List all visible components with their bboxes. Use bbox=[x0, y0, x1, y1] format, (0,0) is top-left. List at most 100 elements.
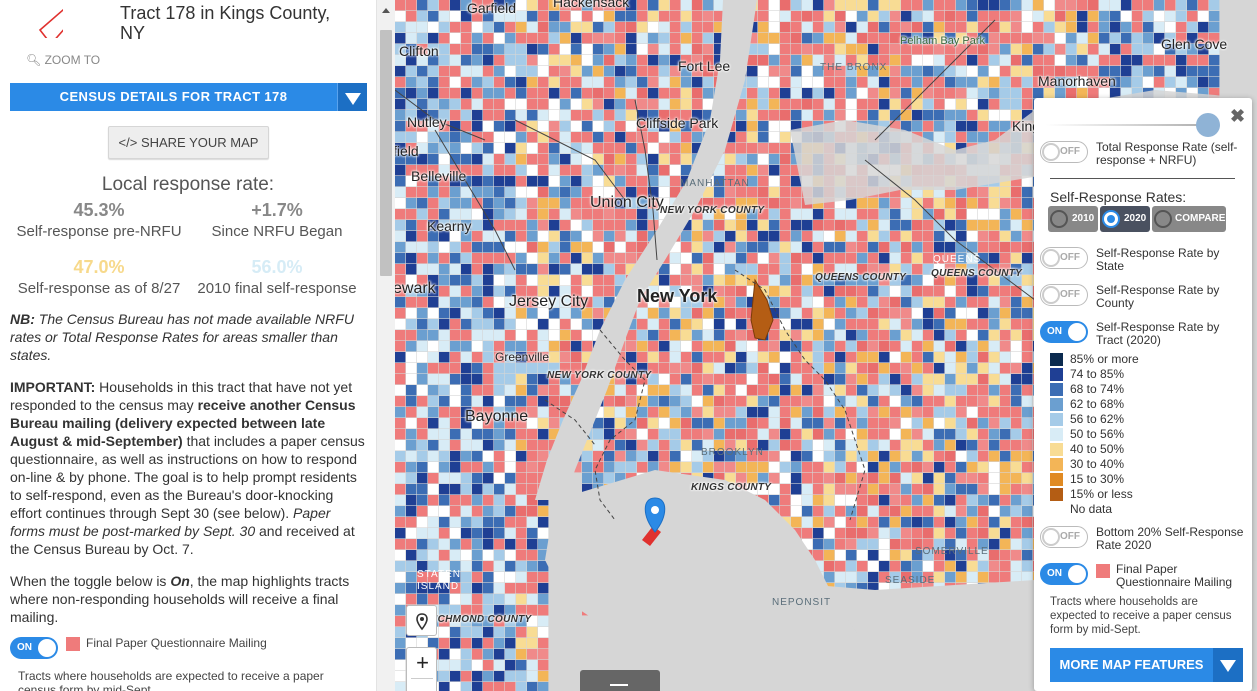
tract-cell bbox=[989, 473, 1000, 484]
tract-cell bbox=[1022, 539, 1033, 550]
close-icon[interactable]: ✖ bbox=[1230, 106, 1246, 126]
tract-cell bbox=[516, 187, 527, 198]
scrollbar-thumb[interactable] bbox=[380, 30, 392, 276]
more-map-features-button[interactable]: MORE MAP FEATURES bbox=[1050, 648, 1243, 682]
tract-cell bbox=[923, 385, 934, 396]
tract-cell bbox=[549, 385, 560, 396]
tract-cell bbox=[582, 209, 593, 220]
tract-cell bbox=[472, 198, 483, 209]
tract-cell bbox=[945, 187, 956, 198]
tract-cell bbox=[527, 209, 538, 220]
tract-cell bbox=[494, 297, 505, 308]
tract-cell bbox=[978, 187, 989, 198]
tract-cell bbox=[505, 297, 516, 308]
tract-cell bbox=[615, 352, 626, 363]
tract-cell bbox=[857, 385, 868, 396]
by-county-toggle[interactable]: OFF bbox=[1040, 284, 1088, 306]
tract-cell bbox=[725, 286, 736, 297]
scroll-up-arrow-icon[interactable] bbox=[382, 8, 390, 13]
tract-cell bbox=[670, 407, 681, 418]
tract-cell bbox=[945, 572, 956, 583]
tract-cell bbox=[956, 374, 967, 385]
tract-cell bbox=[516, 627, 527, 638]
by-tract-toggle[interactable]: ON bbox=[1040, 321, 1088, 343]
tract-cell bbox=[857, 451, 868, 462]
tract-cell bbox=[945, 451, 956, 462]
radio-icon bbox=[1102, 210, 1120, 228]
tract-cell bbox=[483, 44, 494, 55]
tract-cell bbox=[670, 341, 681, 352]
tract-cell bbox=[538, 66, 549, 77]
tract-cell bbox=[1198, 33, 1209, 44]
tract-cell bbox=[956, 286, 967, 297]
final-mailing-legend-toggle[interactable]: ON bbox=[1040, 563, 1088, 585]
location-marker[interactable] bbox=[642, 497, 666, 546]
tract-cell bbox=[428, 0, 439, 11]
tract-cell bbox=[494, 341, 505, 352]
tract-cell bbox=[725, 440, 736, 451]
tract-cell bbox=[945, 275, 956, 286]
tract-cell bbox=[879, 44, 890, 55]
tract-cell bbox=[791, 484, 802, 495]
tract-cell bbox=[758, 462, 769, 473]
compare-button[interactable]: COMPARE bbox=[1152, 206, 1226, 232]
tract-cell bbox=[615, 187, 626, 198]
tract-cell bbox=[549, 374, 560, 385]
bottom-drawer-handle[interactable] bbox=[580, 670, 660, 691]
tract-cell bbox=[813, 110, 824, 121]
zoom-in-button[interactable]: + bbox=[416, 650, 429, 675]
tract-cell bbox=[626, 429, 637, 440]
by-state-toggle[interactable]: OFF bbox=[1040, 247, 1088, 269]
opacity-slider-knob[interactable] bbox=[1196, 113, 1220, 137]
tract-cell bbox=[505, 572, 516, 583]
tract-cell bbox=[989, 528, 1000, 539]
tract-cell bbox=[428, 462, 439, 473]
year-2010-button[interactable]: 2010 bbox=[1048, 206, 1098, 232]
zoom-to-link[interactable]: 🔍︎ ZOOM TO bbox=[26, 53, 100, 67]
tract-cell bbox=[538, 77, 549, 88]
tract-cell bbox=[879, 297, 890, 308]
census-details-dropdown[interactable] bbox=[337, 83, 367, 111]
tract-cell bbox=[505, 33, 516, 44]
share-map-button[interactable]: </> SHARE YOUR MAP bbox=[108, 126, 269, 159]
tract-cell bbox=[824, 110, 835, 121]
tract-cell bbox=[450, 231, 461, 242]
tract-cell bbox=[494, 77, 505, 88]
tract-cell bbox=[615, 231, 626, 242]
tract-cell bbox=[626, 121, 637, 132]
tract-cell bbox=[538, 407, 549, 418]
tract-cell bbox=[549, 99, 560, 110]
tract-cell bbox=[516, 143, 527, 154]
tract-cell bbox=[681, 77, 692, 88]
tract-cell bbox=[483, 220, 494, 231]
tract-cell bbox=[956, 44, 967, 55]
tract-cell bbox=[439, 132, 450, 143]
year-2020-button[interactable]: 2020 bbox=[1100, 206, 1150, 232]
tract-cell bbox=[813, 374, 824, 385]
tract-cell bbox=[802, 330, 813, 341]
tract-cell bbox=[824, 22, 835, 33]
total-response-toggle[interactable]: OFF bbox=[1040, 141, 1088, 163]
tract-cell bbox=[549, 242, 560, 253]
tract-cell bbox=[549, 253, 560, 264]
tract-cell bbox=[681, 253, 692, 264]
locate-button[interactable] bbox=[406, 605, 437, 636]
final-mailing-toggle[interactable]: ON bbox=[10, 637, 58, 659]
tract-cell bbox=[1011, 253, 1022, 264]
tract-cell bbox=[450, 154, 461, 165]
opacity-slider[interactable] bbox=[1046, 124, 1216, 126]
panel-scrollbar[interactable] bbox=[376, 0, 395, 691]
tract-cell bbox=[461, 660, 472, 671]
census-details-button[interactable]: CENSUS DETAILS FOR TRACT 178 bbox=[10, 83, 367, 111]
more-map-features-dropdown[interactable] bbox=[1213, 648, 1243, 682]
tract-cell bbox=[527, 297, 538, 308]
tract-cell bbox=[494, 627, 505, 638]
tract-cell bbox=[769, 440, 780, 451]
tract-cell bbox=[967, 110, 978, 121]
nb-label: NB: bbox=[10, 311, 35, 327]
bottom20-toggle[interactable]: OFF bbox=[1040, 526, 1088, 548]
tract-cell bbox=[890, 440, 901, 451]
tract-cell bbox=[846, 528, 857, 539]
tract-cell bbox=[472, 616, 483, 627]
tract-cell bbox=[461, 627, 472, 638]
